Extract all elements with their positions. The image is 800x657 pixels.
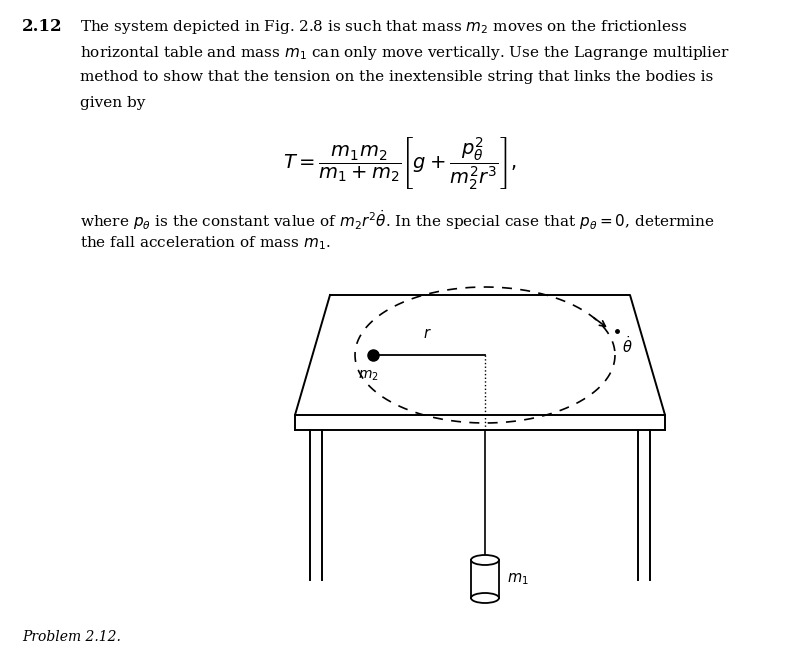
Text: given by: given by [80,96,146,110]
Text: the fall acceleration of mass $m_1$.: the fall acceleration of mass $m_1$. [80,234,330,252]
Text: $r$: $r$ [422,327,431,341]
Text: horizontal table and mass $m_1$ can only move vertically. Use the Lagrange multi: horizontal table and mass $m_1$ can only… [80,44,730,62]
Text: $m_1$: $m_1$ [507,571,529,587]
Text: $m_2$: $m_2$ [358,369,378,384]
Text: Problem 2.12.: Problem 2.12. [22,630,121,644]
Text: where $p_\theta$ is the constant value of $m_2 r^2 \dot{\theta}$. In the special: where $p_\theta$ is the constant value o… [80,208,715,232]
Ellipse shape [471,555,499,565]
Text: method to show that the tension on the inextensible string that links the bodies: method to show that the tension on the i… [80,70,714,84]
Bar [471,560,499,598]
Text: $T = \dfrac{m_1 m_2}{m_1 + m_2} \left[ g + \dfrac{p_\theta^2}{m_2^2 r^3} \right]: $T = \dfrac{m_1 m_2}{m_1 + m_2} \left[ g… [283,136,517,193]
Ellipse shape [471,593,499,603]
Text: 2.12: 2.12 [22,18,62,35]
Text: $\dot{\theta}$: $\dot{\theta}$ [622,335,633,356]
Text: The system depicted in Fig. 2.8 is such that mass $m_2$ moves on the frictionles: The system depicted in Fig. 2.8 is such … [80,18,687,36]
